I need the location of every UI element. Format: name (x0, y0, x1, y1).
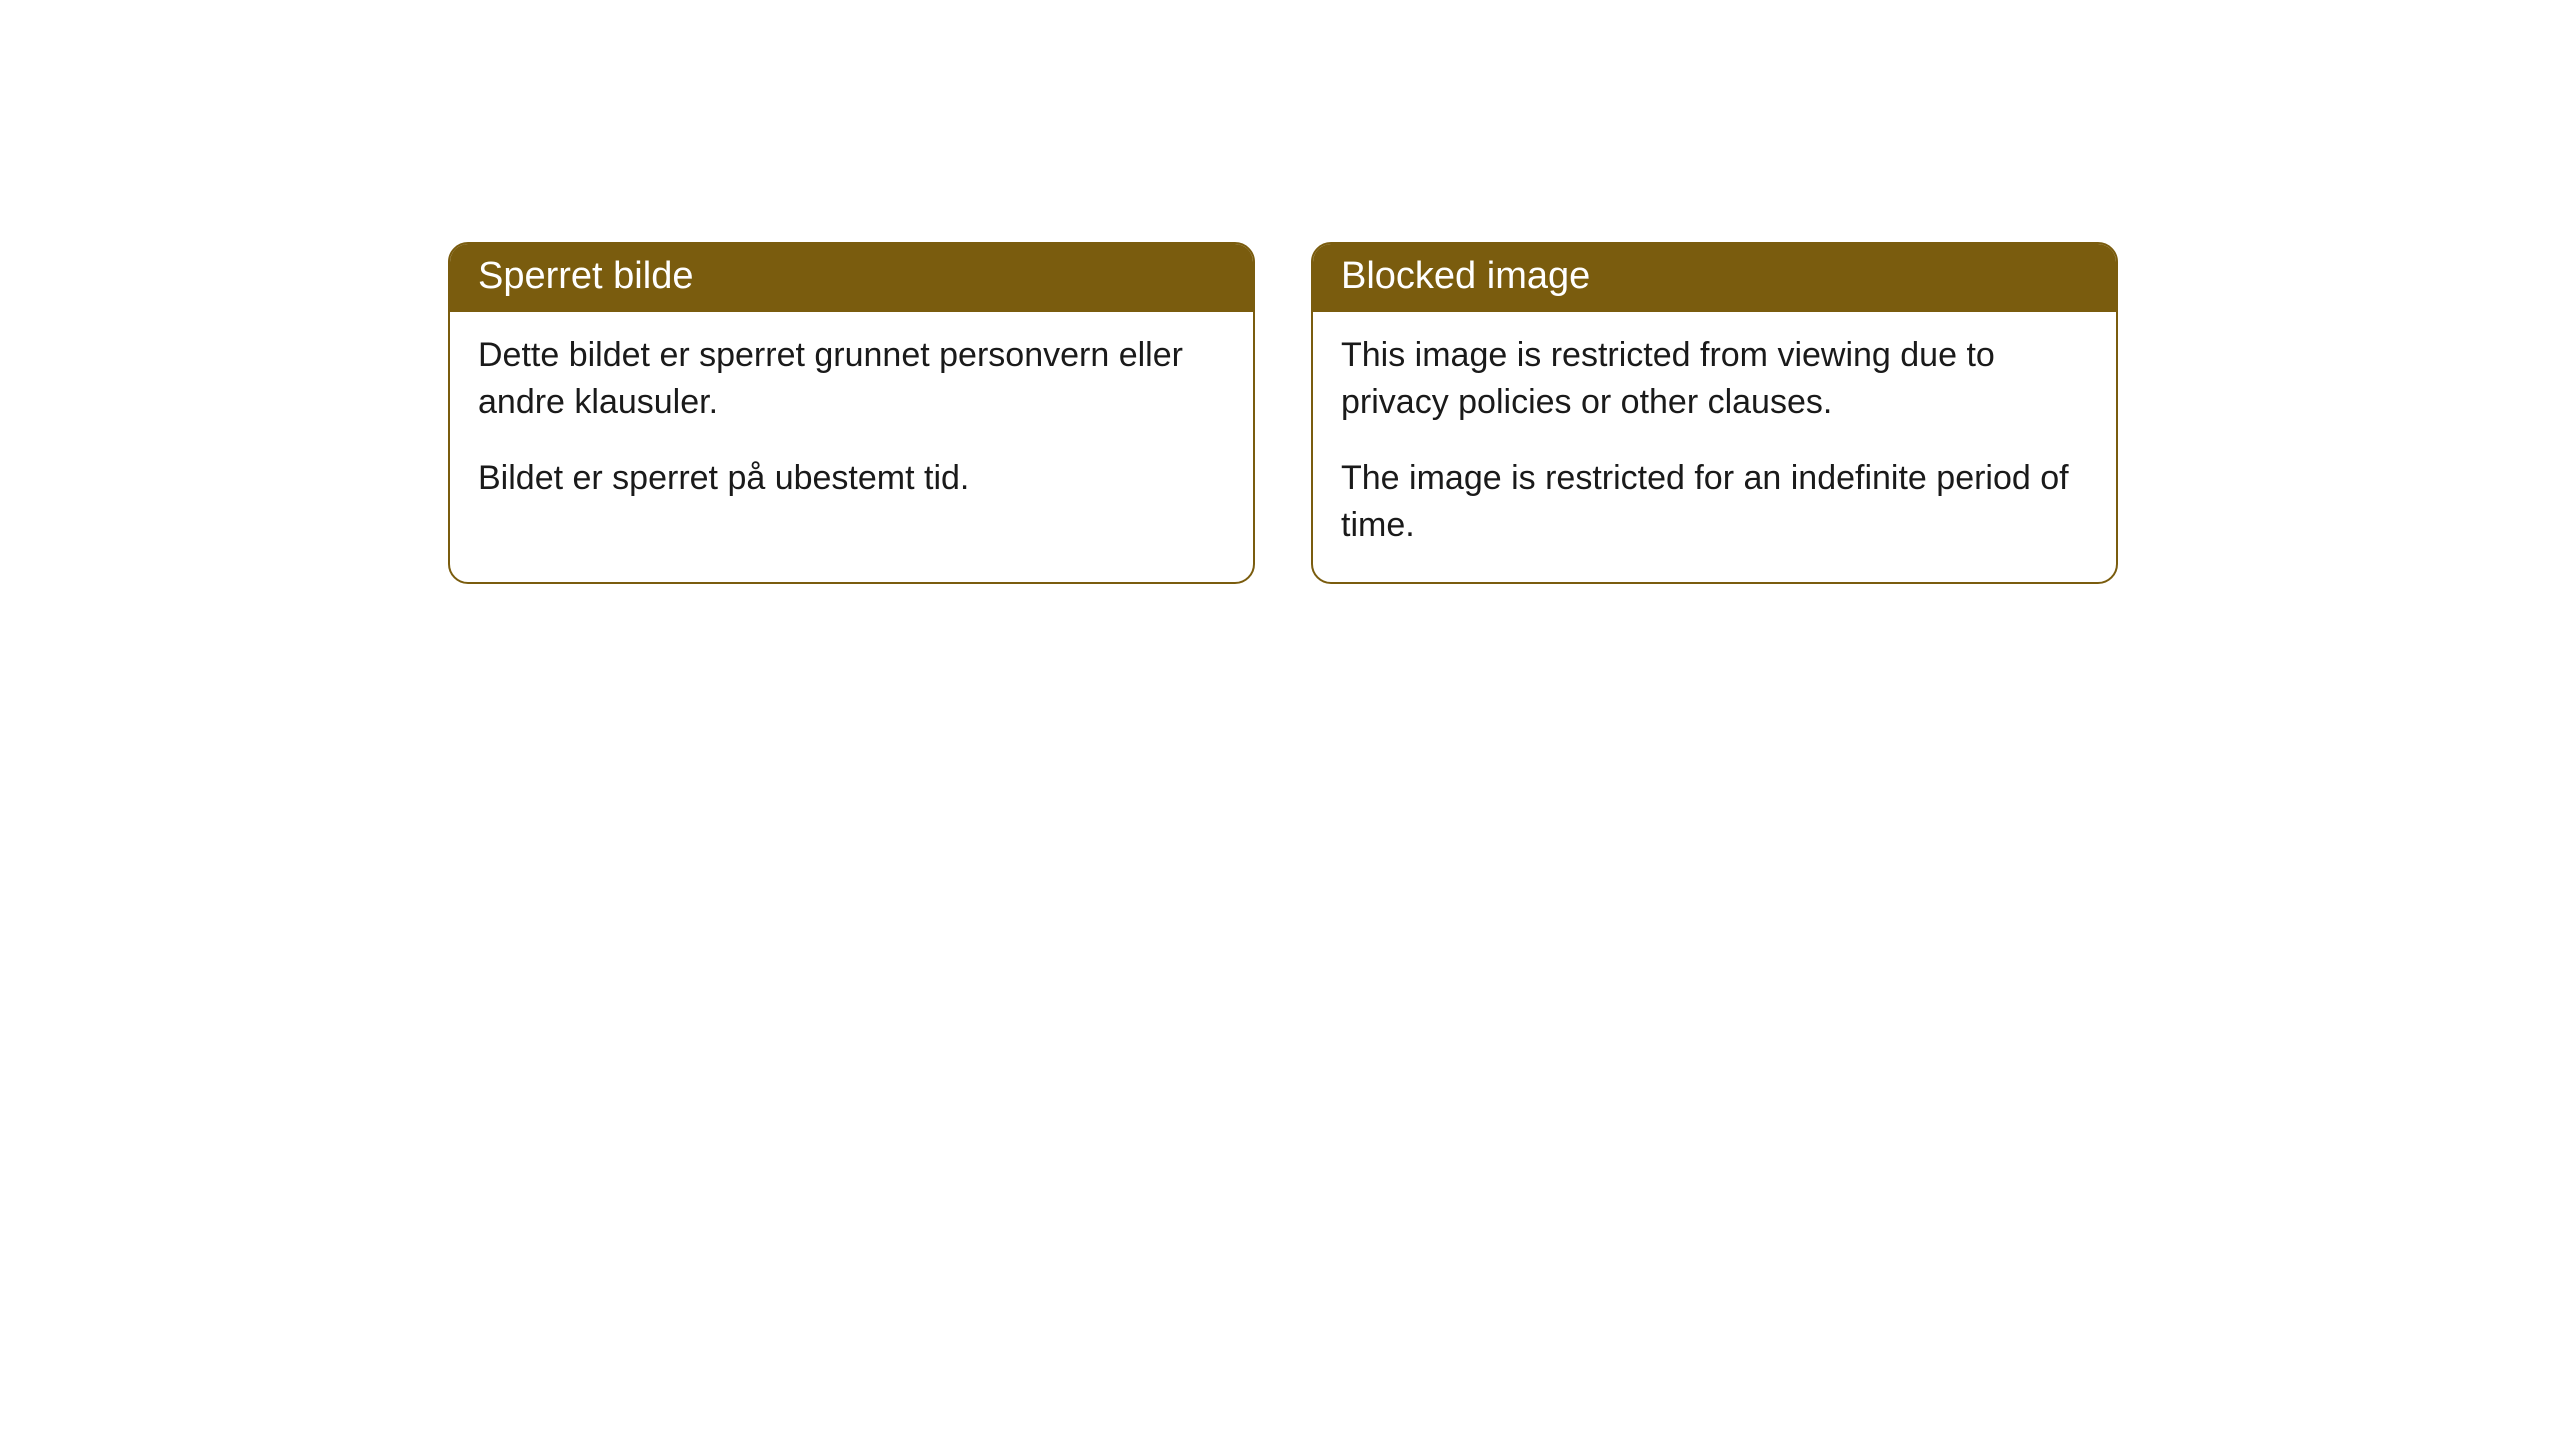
card-body: Dette bildet er sperret grunnet personve… (450, 312, 1253, 535)
blocked-image-card-english: Blocked image This image is restricted f… (1311, 242, 2118, 584)
card-paragraph: Dette bildet er sperret grunnet personve… (478, 332, 1225, 427)
card-paragraph: Bildet er sperret på ubestemt tid. (478, 455, 1225, 503)
card-title: Sperret bilde (450, 244, 1253, 312)
card-body: This image is restricted from viewing du… (1313, 312, 2116, 582)
card-paragraph: The image is restricted for an indefinit… (1341, 455, 2088, 550)
card-paragraph: This image is restricted from viewing du… (1341, 332, 2088, 427)
blocked-image-card-norwegian: Sperret bilde Dette bildet er sperret gr… (448, 242, 1255, 584)
card-title: Blocked image (1313, 244, 2116, 312)
notice-cards-container: Sperret bilde Dette bildet er sperret gr… (448, 242, 2118, 584)
